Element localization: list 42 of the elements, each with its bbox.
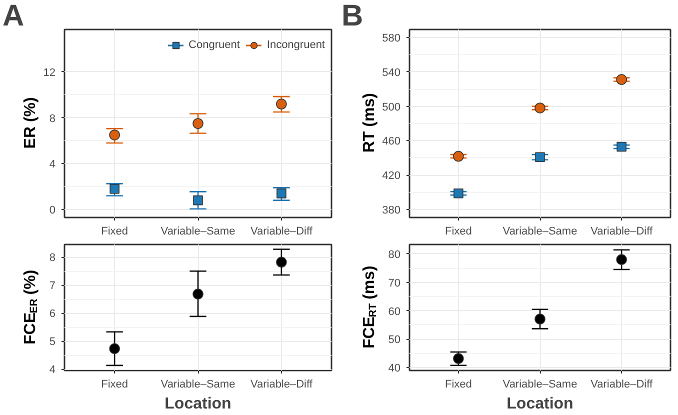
legend-label: Incongruent [266, 39, 325, 51]
x-tick-label: Variable–Diff [590, 226, 654, 238]
y-axis-title: FCERT (ms) [361, 266, 379, 349]
x-tick-label: Fixed [444, 226, 472, 238]
y-tick-label: 70 [388, 277, 401, 290]
x-tick-label: Variable–Same [160, 226, 236, 238]
y-axis-title: FCEER (%) [22, 270, 40, 344]
y-tick-label: 7 [49, 280, 56, 292]
x-tick-label: Variable–Diff [250, 226, 314, 238]
y-tick-label: 8 [49, 112, 56, 125]
y-tick-label: 580 [382, 32, 401, 44]
x-tick-label: Fixed [444, 378, 472, 390]
y-tick-label: 4 [49, 364, 56, 376]
y-tick-label: 460 [382, 136, 401, 148]
y-tick-label: 6 [49, 308, 56, 320]
x-tick-label: Variable–Same [160, 378, 236, 390]
x-tick-label: Variable–Diff [590, 378, 654, 390]
y-tick-label: 12 [43, 66, 56, 79]
x-tick-label: Fixed [101, 378, 128, 390]
y-tick-label: 80 [388, 248, 401, 261]
x-tick-label: Variable–Same [502, 226, 578, 238]
y-axis-title: ER (%) [22, 97, 39, 149]
legend-label: Congruent [188, 39, 240, 51]
y-tick-label: 5 [49, 336, 56, 348]
x-tick-label: Fixed [101, 226, 128, 238]
y-tick-label: 500 [382, 101, 401, 114]
x-tick-label: Variable–Same [502, 378, 578, 390]
y-tick-label: 0 [49, 204, 56, 216]
chart-title: B [342, 0, 364, 32]
x-axis-title: Location [506, 396, 574, 412]
y-tick-label: 420 [382, 170, 401, 182]
y-tick-label: 60 [388, 306, 401, 318]
x-tick-label: Variable–Diff [250, 378, 314, 390]
y-tick-label: 40 [388, 362, 401, 375]
y-tick-label: 540 [382, 66, 401, 79]
y-tick-label: 8 [49, 252, 56, 264]
y-tick-label: 380 [382, 204, 401, 217]
y-tick-label: 4 [49, 158, 56, 171]
y-axis-title: RT (ms) [361, 93, 378, 153]
y-tick-label: 50 [388, 334, 401, 346]
chart-title: A [2, 0, 24, 32]
x-axis-title: Location [164, 396, 232, 412]
